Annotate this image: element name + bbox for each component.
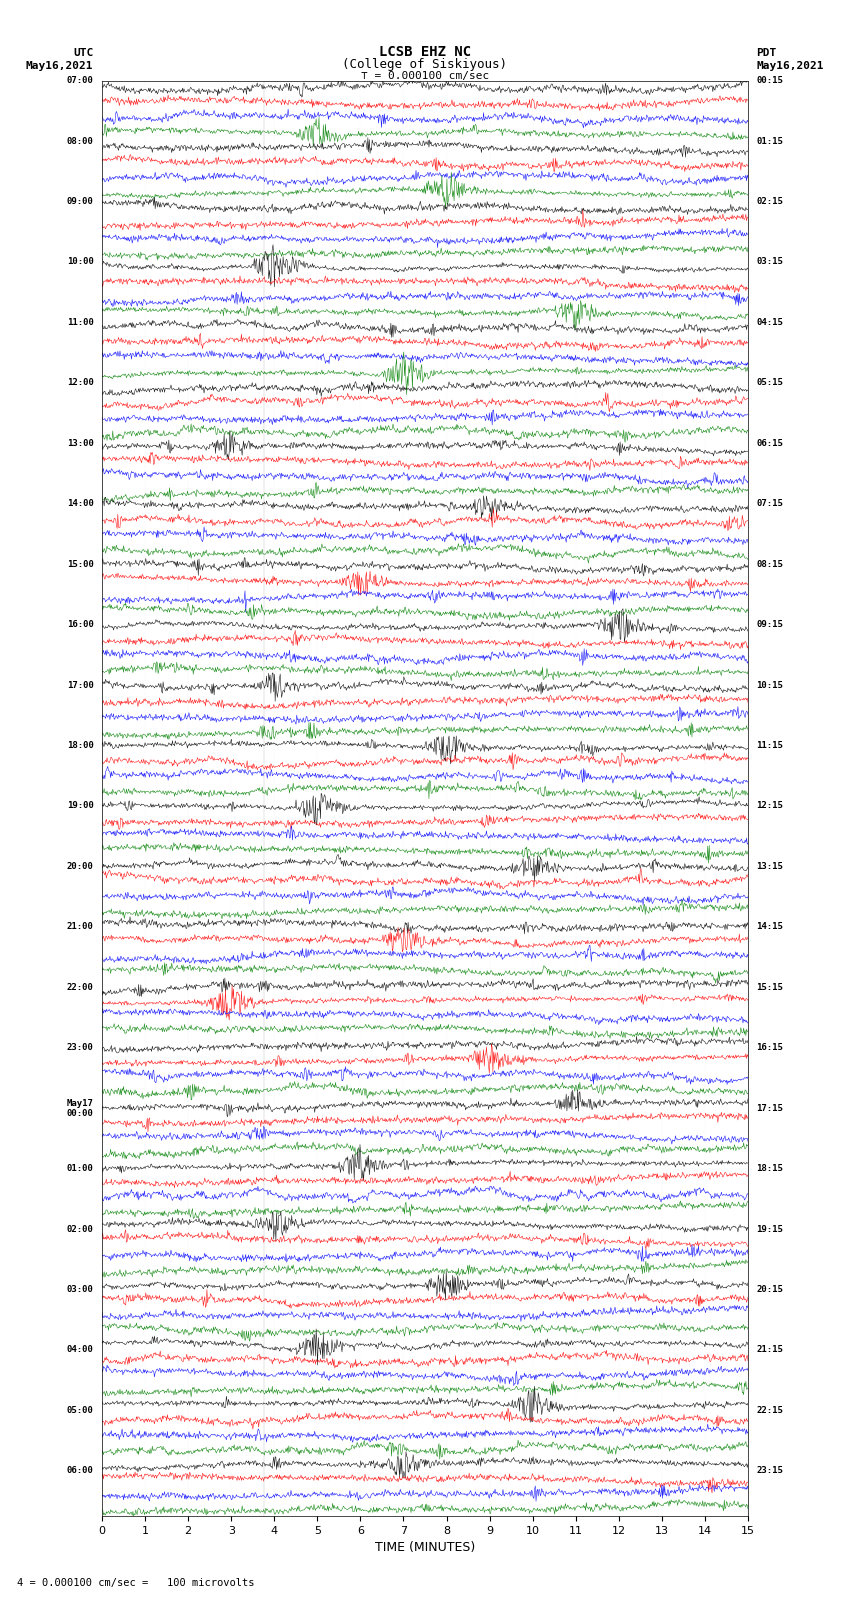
- Text: 06:15: 06:15: [756, 439, 784, 448]
- Text: 14:00: 14:00: [66, 500, 94, 508]
- Text: 18:15: 18:15: [756, 1165, 784, 1173]
- Text: 11:00: 11:00: [66, 318, 94, 327]
- Text: 13:15: 13:15: [756, 861, 784, 871]
- Text: 21:00: 21:00: [66, 923, 94, 931]
- Text: May17
00:00: May17 00:00: [66, 1098, 94, 1118]
- Text: 16:00: 16:00: [66, 619, 94, 629]
- Text: 17:00: 17:00: [66, 681, 94, 690]
- Text: 17:15: 17:15: [756, 1103, 784, 1113]
- X-axis label: TIME (MINUTES): TIME (MINUTES): [375, 1542, 475, 1555]
- Text: 13:00: 13:00: [66, 439, 94, 448]
- Text: 20:00: 20:00: [66, 861, 94, 871]
- Text: 02:15: 02:15: [756, 197, 784, 206]
- Text: 22:00: 22:00: [66, 982, 94, 992]
- Text: May16,2021: May16,2021: [756, 61, 824, 71]
- Text: 03:00: 03:00: [66, 1286, 94, 1294]
- Text: 00:15: 00:15: [756, 76, 784, 85]
- Text: 23:00: 23:00: [66, 1044, 94, 1052]
- Text: 01:15: 01:15: [756, 137, 784, 145]
- Text: 19:15: 19:15: [756, 1224, 784, 1234]
- Text: PDT: PDT: [756, 48, 777, 58]
- Text: 07:00: 07:00: [66, 76, 94, 85]
- Text: 19:00: 19:00: [66, 802, 94, 810]
- Text: 09:15: 09:15: [756, 619, 784, 629]
- Text: 10:00: 10:00: [66, 258, 94, 266]
- Text: 04:00: 04:00: [66, 1345, 94, 1355]
- Text: 15:15: 15:15: [756, 982, 784, 992]
- Text: 10:15: 10:15: [756, 681, 784, 690]
- Text: 15:00: 15:00: [66, 560, 94, 569]
- Text: 11:15: 11:15: [756, 740, 784, 750]
- Text: 4 = 0.000100 cm/sec =   100 microvolts: 4 = 0.000100 cm/sec = 100 microvolts: [17, 1578, 254, 1587]
- Text: 02:00: 02:00: [66, 1224, 94, 1234]
- Text: 06:00: 06:00: [66, 1466, 94, 1476]
- Text: May16,2021: May16,2021: [26, 61, 94, 71]
- Text: LCSB EHZ NC: LCSB EHZ NC: [379, 45, 471, 60]
- Text: (College of Siskiyous): (College of Siskiyous): [343, 58, 507, 71]
- Text: 23:15: 23:15: [756, 1466, 784, 1476]
- Text: 08:15: 08:15: [756, 560, 784, 569]
- Text: 09:00: 09:00: [66, 197, 94, 206]
- Text: 01:00: 01:00: [66, 1165, 94, 1173]
- Text: UTC: UTC: [73, 48, 94, 58]
- Text: ⊤ = 0.000100 cm/sec: ⊤ = 0.000100 cm/sec: [361, 71, 489, 81]
- Text: 08:00: 08:00: [66, 137, 94, 145]
- Text: 05:00: 05:00: [66, 1407, 94, 1415]
- Text: 05:15: 05:15: [756, 379, 784, 387]
- Text: 22:15: 22:15: [756, 1407, 784, 1415]
- Text: 21:15: 21:15: [756, 1345, 784, 1355]
- Text: 12:15: 12:15: [756, 802, 784, 810]
- Text: 20:15: 20:15: [756, 1286, 784, 1294]
- Text: 07:15: 07:15: [756, 500, 784, 508]
- Text: 14:15: 14:15: [756, 923, 784, 931]
- Text: 04:15: 04:15: [756, 318, 784, 327]
- Text: 03:15: 03:15: [756, 258, 784, 266]
- Text: 16:15: 16:15: [756, 1044, 784, 1052]
- Text: 18:00: 18:00: [66, 740, 94, 750]
- Text: 12:00: 12:00: [66, 379, 94, 387]
